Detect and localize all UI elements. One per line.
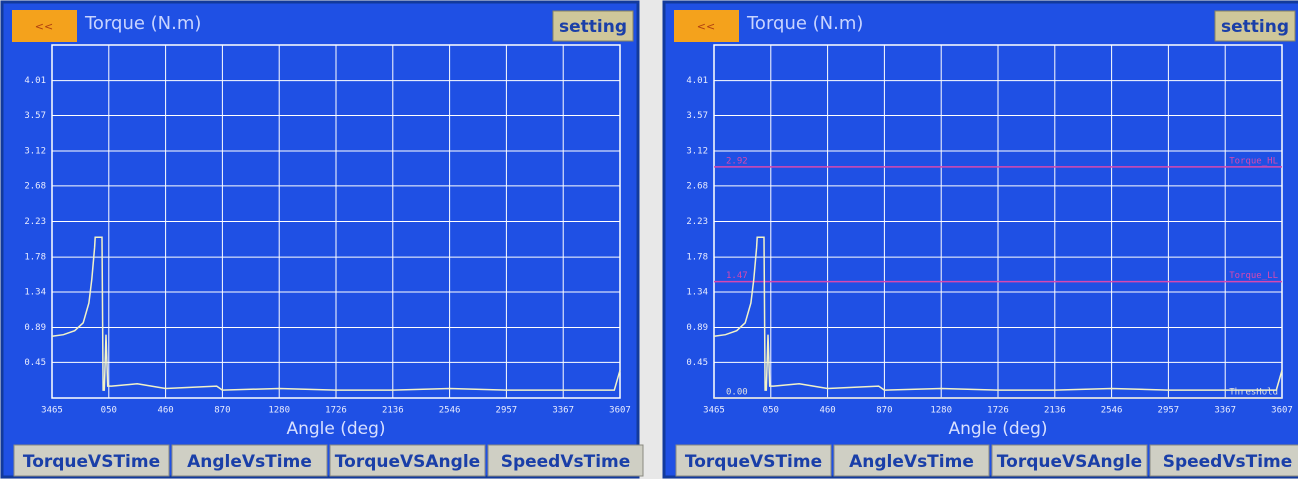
y-tick-label: 2.68 — [686, 181, 708, 191]
y-tick-label: 3.57 — [686, 111, 708, 121]
tab-button-label: SpeedVsTime — [501, 452, 631, 472]
y-tick-label: 0.45 — [686, 358, 708, 368]
x-tick-label: 870 — [876, 406, 892, 416]
x-tick-label: 3607 — [609, 406, 631, 416]
x-tick-label: 1726 — [987, 406, 1009, 416]
x-tick-label: 460 — [157, 406, 173, 416]
tab-button-label: TorqueVSTime — [23, 452, 160, 472]
x-tick-label: 050 — [763, 406, 779, 416]
setting-button-label: setting — [559, 17, 627, 37]
y-tick-label: 2.68 — [24, 181, 46, 191]
tab-button-label: AngleVsTime — [849, 452, 974, 472]
chart-title: Torque (N.m) — [746, 13, 863, 34]
y-tick-label: 3.12 — [24, 147, 46, 157]
x-tick-label: 2957 — [1158, 406, 1180, 416]
x-tick-label: 050 — [101, 406, 117, 416]
y-tick-label: 2.23 — [686, 217, 708, 227]
tab-button-label: SpeedVsTime — [1163, 452, 1293, 472]
x-axis-label: Angle (deg) — [948, 419, 1047, 439]
screen: << Torque (N.m) setting 0.45 0.89 1.34 1.78 2.2… — [0, 0, 1298, 479]
x-tick-label: 1280 — [268, 406, 290, 416]
setting-button-label: setting — [1221, 17, 1289, 37]
tab-button-label: TorqueVSAngle — [997, 452, 1142, 472]
y-tick-label: 3.12 — [686, 147, 708, 157]
x-tick-label: 1726 — [325, 406, 347, 416]
y-tick-label: 2.23 — [24, 217, 46, 227]
x-tick-label: 3465 — [41, 406, 63, 416]
threshold-name: ThresHold — [1229, 388, 1278, 398]
threshold-value: 0.00 — [726, 388, 748, 398]
chart-title: Torque (N.m) — [84, 13, 201, 34]
y-tick-label: 0.89 — [686, 323, 708, 333]
panel-background — [2, 2, 638, 477]
x-tick-label: 2957 — [496, 406, 518, 416]
threshold-name: Torque_HL — [1229, 156, 1278, 166]
x-tick-label: 2546 — [1101, 406, 1123, 416]
x-tick-label: 3367 — [1214, 406, 1236, 416]
y-tick-label: 1.78 — [686, 253, 708, 263]
back-button-label: << — [697, 20, 715, 33]
threshold-value: 1.47 — [726, 271, 748, 281]
back-button-label: << — [35, 20, 53, 33]
x-tick-label: 3465 — [703, 406, 725, 416]
x-tick-label: 870 — [214, 406, 230, 416]
tab-button-label: TorqueVSTime — [685, 452, 822, 472]
y-tick-label: 4.01 — [686, 76, 708, 86]
y-tick-label: 4.01 — [24, 76, 46, 86]
threshold-name: Torque_LL — [1229, 271, 1278, 281]
y-tick-label: 3.57 — [24, 111, 46, 121]
x-tick-label: 2136 — [1044, 406, 1066, 416]
y-tick-label: 0.45 — [24, 358, 46, 368]
threshold-value: 2.92 — [726, 156, 748, 166]
y-tick-label: 1.34 — [686, 287, 708, 297]
x-tick-label: 1280 — [930, 406, 952, 416]
x-tick-label: 460 — [819, 406, 835, 416]
y-tick-label: 0.89 — [24, 323, 46, 333]
x-tick-label: 2136 — [382, 406, 404, 416]
x-tick-label: 3607 — [1271, 406, 1293, 416]
y-tick-label: 1.34 — [24, 287, 46, 297]
panel-background — [664, 2, 1298, 477]
tab-button-label: TorqueVSAngle — [335, 452, 480, 472]
x-tick-label: 3367 — [552, 406, 574, 416]
tab-button-label: AngleVsTime — [187, 452, 312, 472]
y-tick-label: 1.78 — [24, 253, 46, 263]
x-axis-label: Angle (deg) — [286, 419, 385, 439]
x-tick-label: 2546 — [439, 406, 461, 416]
